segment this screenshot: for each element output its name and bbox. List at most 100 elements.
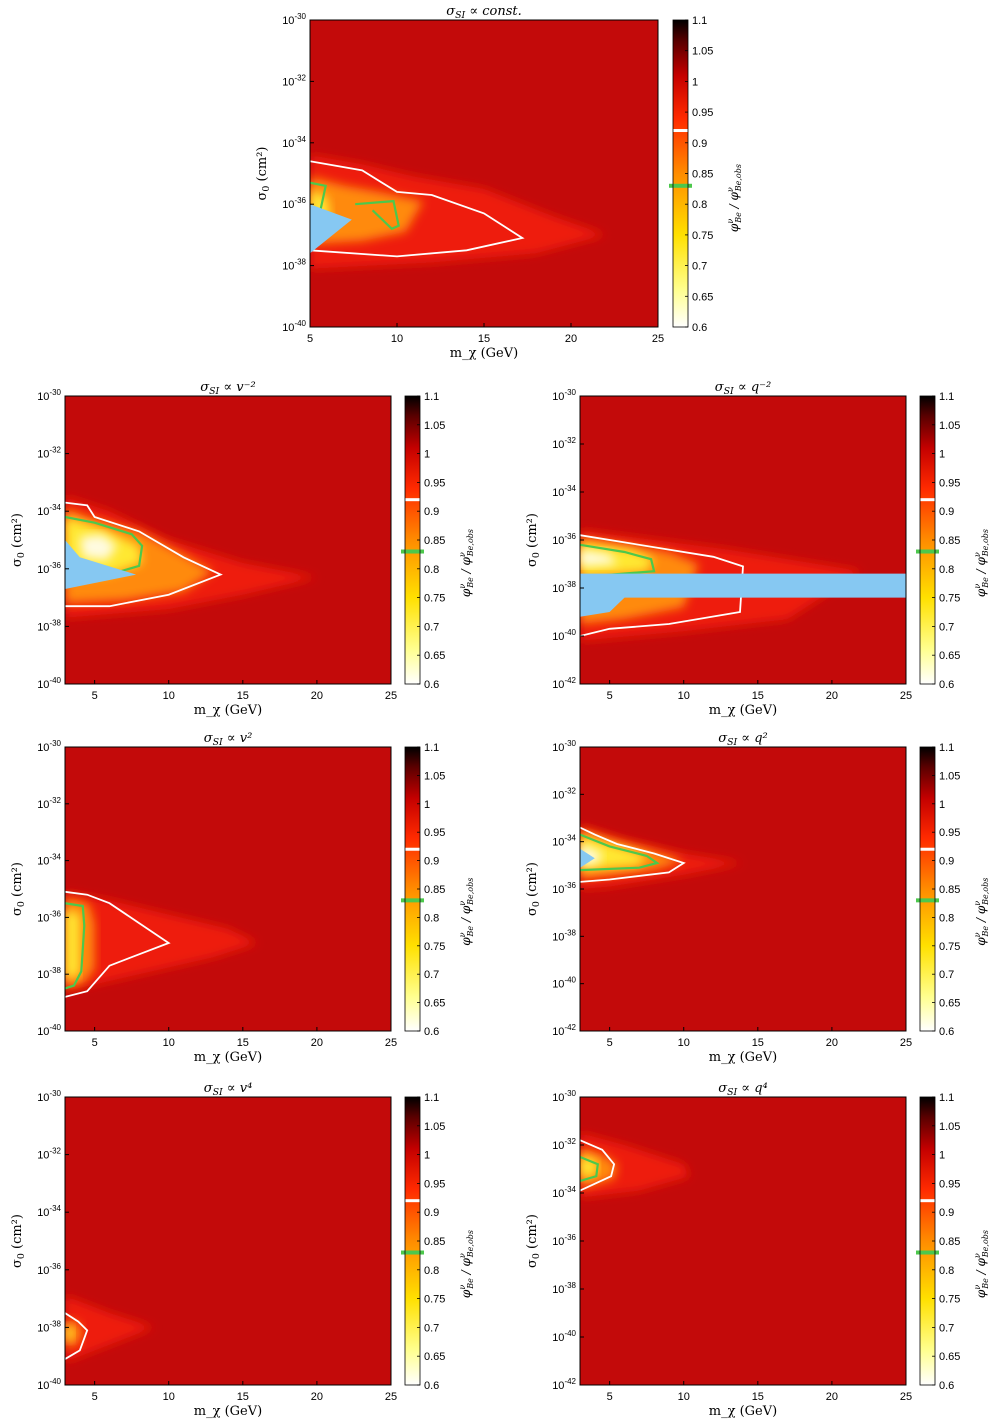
y-tick-label: 10-36 bbox=[552, 1233, 576, 1248]
x-tick-label: 10 bbox=[678, 1391, 690, 1403]
x-tick-label: 25 bbox=[385, 1391, 397, 1403]
panel-title: σSI ∝ v⁻² bbox=[200, 380, 255, 397]
panel-title: σSI ∝ q⁴ bbox=[718, 1081, 768, 1098]
x-tick-label: 20 bbox=[826, 690, 838, 702]
excluded-region bbox=[65, 540, 137, 589]
y-tick-label: 10-38 bbox=[552, 580, 576, 595]
x-tick-label: 25 bbox=[385, 1037, 397, 1049]
region-inner_red bbox=[580, 1133, 690, 1198]
colorbar-tick-label: 1.05 bbox=[692, 46, 713, 58]
colorbar-tick-label: 0.8 bbox=[424, 564, 439, 576]
y-tick-label: 10-38 bbox=[37, 1319, 61, 1334]
colorbar-tick-label: 0.9 bbox=[939, 1207, 954, 1219]
x-tick-label: 25 bbox=[900, 690, 912, 702]
x-tick-label: 5 bbox=[307, 333, 313, 345]
x-tick-label: 25 bbox=[385, 690, 397, 702]
colorbar-tick-label: 1 bbox=[424, 1150, 430, 1162]
y-axis-label: σ0 (cm²) bbox=[255, 147, 272, 201]
colorbar-tick-label: 0.7 bbox=[939, 969, 954, 981]
heatmap-regions bbox=[65, 891, 258, 992]
colorbar-tick-label: 1.05 bbox=[939, 420, 960, 432]
panel-4: σSI ∝ v² 5 10 15 20 25 m_χ (GeV) 10-40 10-38 10-3… bbox=[10, 731, 475, 1065]
x-axis-label: m_χ (GeV) bbox=[194, 1404, 262, 1419]
plot-frame bbox=[64, 746, 392, 1032]
colorbar-tick-label: 1.1 bbox=[692, 15, 707, 27]
panel-5: σSI ∝ q² 5 10 15 20 25 m_χ (GeV) 10-42 10-40 10-3… bbox=[525, 731, 990, 1065]
y-tick-label: 10-34 bbox=[282, 135, 306, 150]
colorbar-green-line bbox=[916, 898, 939, 903]
colorbar bbox=[920, 1097, 935, 1385]
colorbar-tick-label: 0.95 bbox=[939, 1178, 960, 1190]
colorbar-tick-label: 1.05 bbox=[939, 1121, 960, 1133]
panel-1: σSI ∝ const. 5 10 15 20 25 m_χ (GeV) 10-40 10-38… bbox=[255, 4, 743, 361]
colorbar-tick-label: 0.7 bbox=[692, 261, 707, 273]
y-tick-label: 10-30 bbox=[552, 739, 576, 754]
y-axis-label: σ0 (cm²) bbox=[525, 1214, 542, 1268]
contour-white bbox=[310, 160, 525, 258]
colorbar-label: φνBe / φνBe,obs bbox=[973, 1230, 990, 1298]
colorbar-tick-label: 1 bbox=[692, 76, 698, 88]
colorbar-tick-label: 1.1 bbox=[939, 391, 954, 403]
contour-green bbox=[355, 199, 400, 231]
colorbar-tick-label: 0.75 bbox=[424, 1294, 445, 1306]
y-tick-label: 10-36 bbox=[37, 1262, 61, 1277]
colorbar-tick-label: 1 bbox=[939, 449, 945, 461]
y-tick-label: 10-36 bbox=[282, 196, 306, 211]
y-tick-label: 10-32 bbox=[282, 73, 306, 88]
colorbar-green-line bbox=[916, 1250, 939, 1255]
colorbar-tick-label: 0.7 bbox=[939, 621, 954, 633]
y-axis-label: σ0 (cm²) bbox=[10, 862, 27, 916]
y-tick-label: 10-32 bbox=[552, 786, 576, 801]
colorbar-white-line bbox=[919, 847, 936, 851]
x-tick-label: 20 bbox=[826, 1037, 838, 1049]
colorbar-green-line bbox=[916, 549, 939, 554]
colorbar-tick-label: 0.8 bbox=[939, 564, 954, 576]
contours bbox=[580, 534, 906, 637]
colorbar-tick-label: 1 bbox=[424, 449, 430, 461]
colorbar-tick-label: 0.85 bbox=[424, 884, 445, 896]
colorbar-tick-label: 1 bbox=[939, 1150, 945, 1162]
region-yellow bbox=[580, 1154, 598, 1179]
colorbar-tick-label: 0.9 bbox=[424, 856, 439, 868]
colorbar-white-line bbox=[404, 498, 421, 502]
colorbar-tick-label: 1.05 bbox=[424, 770, 445, 782]
panel-7: σSI ∝ q⁴ 5 10 15 20 25 m_χ (GeV) 10-42 10-40 10-3… bbox=[525, 1081, 990, 1419]
x-axis-label: m_χ (GeV) bbox=[709, 1050, 777, 1065]
y-tick-label: 10-40 bbox=[37, 1377, 61, 1392]
region-inner_red bbox=[65, 891, 258, 992]
colorbar-tick-label: 0.95 bbox=[692, 107, 713, 119]
colorbar-green-line bbox=[401, 1250, 424, 1255]
x-tick-label: 10 bbox=[678, 1037, 690, 1049]
colorbar-tick-label: 0.95 bbox=[939, 477, 960, 489]
colorbar-tick-label: 0.95 bbox=[939, 827, 960, 839]
contours bbox=[580, 826, 686, 883]
colorbar-tick-label: 0.6 bbox=[939, 1380, 954, 1392]
colorbar-tick-label: 1.1 bbox=[424, 391, 439, 403]
colorbar-tick-label: 1 bbox=[939, 799, 945, 811]
colorbar-tick-label: 0.75 bbox=[692, 230, 713, 242]
y-tick-label: 10-34 bbox=[37, 503, 61, 518]
y-tick-label: 10-36 bbox=[37, 561, 61, 576]
contours bbox=[65, 890, 171, 998]
colorbar-white-line bbox=[404, 847, 421, 851]
y-tick-label: 10-40 bbox=[37, 1023, 61, 1038]
y-tick-label: 10-38 bbox=[552, 928, 576, 943]
x-tick-label: 15 bbox=[752, 1037, 764, 1049]
colorbar-green-line bbox=[401, 549, 424, 554]
y-tick-label: 10-32 bbox=[37, 446, 61, 461]
x-tick-label: 15 bbox=[752, 690, 764, 702]
colorbar-tick-label: 0.65 bbox=[424, 998, 445, 1010]
colorbar-tick-label: 0.85 bbox=[692, 169, 713, 181]
colorbar-white-line bbox=[672, 129, 689, 133]
panel-title: σSI ∝ const. bbox=[446, 4, 522, 21]
colorbar bbox=[673, 20, 688, 327]
x-axis-label: m_χ (GeV) bbox=[709, 703, 777, 718]
colorbar-label: φνBe / φνBe,obs bbox=[458, 529, 475, 597]
y-tick-label: 10-30 bbox=[282, 12, 306, 27]
colorbar-tick-label: 0.8 bbox=[939, 1265, 954, 1277]
colorbar bbox=[405, 747, 420, 1031]
plot-background bbox=[580, 747, 906, 1031]
colorbar-tick-label: 1.1 bbox=[424, 742, 439, 754]
colorbar-white-line bbox=[404, 1199, 421, 1203]
contour-white bbox=[580, 1139, 616, 1192]
